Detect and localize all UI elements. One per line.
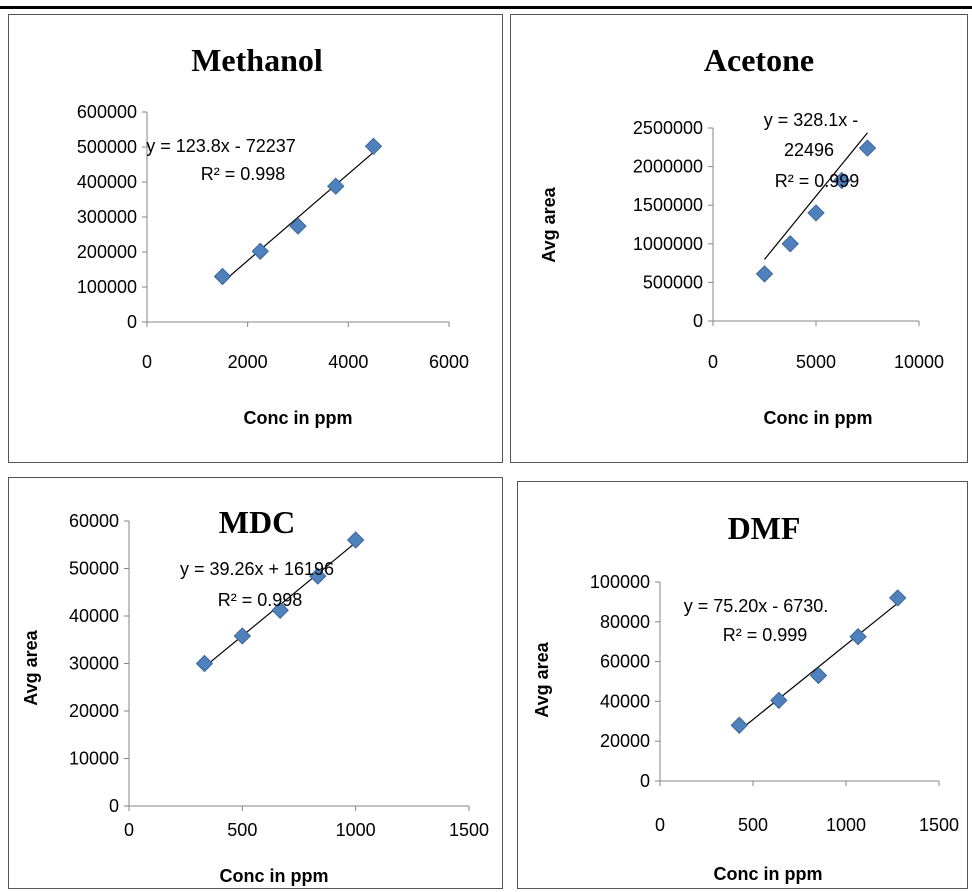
x-tick-label: 500 — [227, 820, 257, 840]
x-tick-label: 1000 — [826, 815, 866, 835]
y-tick-label: 60000 — [600, 652, 650, 672]
y-tick-label: 300000 — [77, 207, 137, 227]
trendline-equation: y = 123.8x - 72237 — [146, 136, 296, 156]
y-tick-label: 500000 — [643, 272, 703, 292]
trendline-equation: y = 328.1x - — [764, 110, 859, 130]
trendline-equation-continued: 22496 — [784, 140, 834, 160]
mdc-chart-panel: 0 10000 20000 30000 40000 50000 60000 0 500 1000 1… — [8, 477, 503, 889]
data-point — [781, 235, 799, 253]
x-tick-label: 0 — [124, 820, 134, 840]
x-tick-label: 0 — [708, 352, 718, 372]
y-tick-label: 1000000 — [633, 234, 703, 254]
data-point — [346, 531, 365, 549]
x-tick-label: 500 — [738, 815, 768, 835]
x-tick-label: 1000 — [336, 820, 376, 840]
top-rule — [0, 6, 972, 9]
mdc-chart: 0 10000 20000 30000 40000 50000 60000 0 500 1000 1… — [21, 504, 489, 886]
methanol-chart-panel: 0 100000 200000 300000 400000 500000 600000 0 20… — [8, 14, 503, 463]
data-point — [833, 171, 851, 190]
x-axis-title: Conc in ppm — [220, 866, 329, 886]
data-point — [730, 716, 748, 734]
y-tick-label: 1500000 — [633, 195, 703, 215]
methanol-chart: 0 100000 200000 300000 400000 500000 600000 0 20… — [77, 42, 469, 428]
y-tick-label: 0 — [693, 311, 703, 331]
y-tick-label: 20000 — [600, 731, 650, 751]
y-tick-label: 400000 — [77, 172, 137, 192]
r-squared-label: R² = 0.999 — [775, 171, 860, 191]
data-point — [849, 628, 867, 646]
y-axis-title: Avg area — [532, 641, 552, 717]
dmf-chart-panel: 0 20000 40000 60000 80000 100000 0 500 1000 1500 D… — [517, 481, 968, 889]
y-tick-label: 40000 — [600, 691, 650, 711]
trendline — [764, 132, 868, 260]
data-point — [809, 666, 828, 685]
data-point — [807, 204, 825, 222]
x-tick-label: 4000 — [328, 352, 368, 372]
data-point — [233, 627, 252, 645]
chart-title: Acetone — [704, 42, 814, 78]
y-tick-label: 40000 — [69, 606, 119, 626]
x-tick-label: 10000 — [894, 352, 944, 372]
y-tick-label: 10000 — [69, 749, 119, 769]
trendline-equation: y = 75.20x - 6730. — [684, 596, 829, 616]
y-tick-label: 30000 — [69, 654, 119, 674]
y-tick-label: 0 — [640, 771, 650, 791]
y-tick-label: 600000 — [77, 102, 137, 122]
x-axis-title: Conc in ppm — [244, 408, 353, 428]
y-tick-label: 0 — [127, 312, 137, 332]
chart-title: MDC — [219, 504, 295, 540]
y-axis-title: Avg area — [21, 629, 41, 705]
acetone-chart: 0 500000 1000000 1500000 2000000 2500000 0 5000… — [539, 42, 944, 428]
y-tick-label: 100000 — [77, 277, 137, 297]
x-tick-label: 0 — [655, 815, 665, 835]
data-point — [327, 177, 345, 195]
r-squared-label: R² = 0.999 — [723, 625, 808, 645]
x-tick-label: 0 — [142, 352, 152, 372]
data-point — [858, 139, 877, 157]
y-tick-label: 0 — [109, 796, 119, 816]
x-tick-label: 2000 — [228, 352, 268, 372]
data-point — [213, 267, 232, 286]
x-tick-label: 5000 — [796, 352, 836, 372]
x-axis-title: Conc in ppm — [764, 408, 873, 428]
r-squared-label: R² = 0.998 — [218, 590, 303, 610]
chart-title: DMF — [728, 510, 801, 546]
x-tick-label: 1500 — [449, 820, 489, 840]
trendline — [222, 151, 374, 283]
y-axis-title: Avg area — [539, 186, 559, 262]
y-tick-label: 2000000 — [633, 157, 703, 177]
y-tick-label: 200000 — [77, 242, 137, 262]
x-tick-label: 1500 — [919, 815, 959, 835]
data-point — [364, 137, 383, 156]
data-point — [271, 601, 289, 620]
y-tick-label: 80000 — [600, 612, 650, 632]
data-point — [755, 265, 774, 283]
x-axis-title: Conc in ppm — [714, 864, 823, 884]
data-point — [770, 691, 788, 710]
acetone-chart-panel: 0 500000 1000000 1500000 2000000 2500000 0 5000… — [510, 14, 968, 463]
data-point — [309, 567, 327, 585]
trendline-equation: y = 39.26x + 16196 — [180, 559, 334, 579]
data-point — [195, 654, 214, 673]
data-point — [889, 589, 907, 607]
r-squared-label: R² = 0.998 — [201, 164, 286, 184]
chart-title: Methanol — [191, 42, 323, 78]
y-tick-label: 50000 — [69, 559, 119, 579]
y-tick-label: 20000 — [69, 701, 119, 721]
y-tick-label: 500000 — [77, 137, 137, 157]
y-tick-label: 100000 — [590, 572, 650, 592]
x-tick-label: 6000 — [429, 352, 469, 372]
y-tick-label: 60000 — [69, 511, 119, 531]
dmf-chart: 0 20000 40000 60000 80000 100000 0 500 1000 1500 D… — [532, 510, 959, 884]
y-tick-label: 2500000 — [633, 118, 703, 138]
data-point — [251, 242, 269, 261]
data-point — [289, 217, 307, 235]
